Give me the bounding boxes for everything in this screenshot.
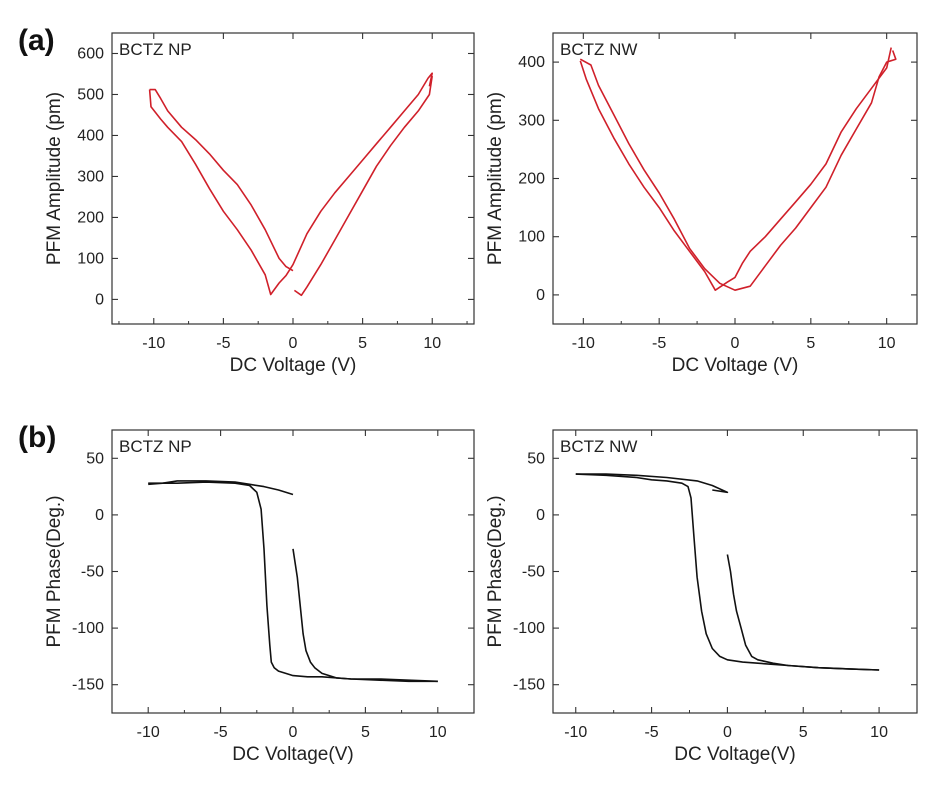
- x-tick-label: -10: [142, 335, 165, 352]
- series-line-2: [293, 75, 433, 297]
- y-tick-label: 300: [77, 168, 104, 185]
- x-tick-label: -5: [216, 335, 230, 352]
- plot-frame: [111, 32, 475, 325]
- y-axis-label: PFM Amplitude (pm): [44, 92, 65, 265]
- series-line-1: [149, 88, 294, 272]
- y-tick-label: 100: [77, 250, 104, 267]
- y-tick-label: 400: [77, 127, 104, 144]
- series-line-0: [148, 72, 433, 296]
- panel-label-b: (b): [18, 421, 57, 454]
- x-tick-label: 10: [423, 335, 441, 352]
- x-axis-label: DC Voltage (V): [230, 355, 357, 376]
- x-tick-label: 0: [289, 335, 298, 352]
- panel-label-a: (a): [18, 24, 55, 57]
- y-tick-label: 500: [77, 86, 104, 103]
- y-tick-label: 0: [95, 291, 104, 308]
- chart-title: BCTZ NP: [119, 40, 192, 59]
- y-tick-label: 200: [77, 209, 104, 226]
- x-tick-label: 5: [358, 335, 367, 352]
- y-tick-label: 600: [77, 45, 104, 62]
